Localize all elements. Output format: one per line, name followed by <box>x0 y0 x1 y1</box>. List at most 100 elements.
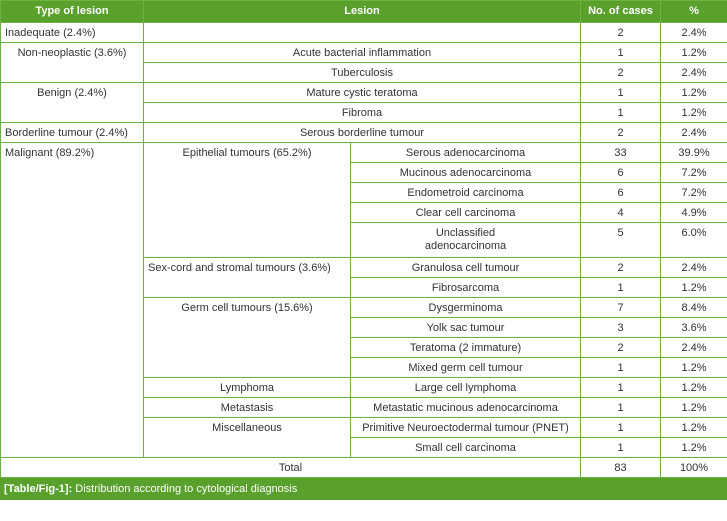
cell: 1 <box>580 357 662 378</box>
cell: 2 <box>580 62 662 83</box>
cell: 6 <box>580 162 662 183</box>
cell: 5 <box>580 222 662 258</box>
cell: 2 <box>580 337 662 358</box>
cell: 1 <box>580 397 662 418</box>
cell: 2.4% <box>660 62 727 83</box>
cell: 1.2% <box>660 417 727 438</box>
row: Clear cell carcinoma 4 4.9% <box>1 202 727 223</box>
header: Type of lesion <box>0 0 144 23</box>
cell: 1.2% <box>660 42 727 63</box>
cell: 2.4% <box>660 122 727 143</box>
row: Non-neoplastic (3.6%) Acute bacterial in… <box>0 42 727 83</box>
cell: Non-neoplastic (3.6%) <box>0 42 144 83</box>
cell: 7 <box>580 297 662 318</box>
row: Tuberculosis 2 2.4% <box>1 62 727 83</box>
cell: 2 <box>580 257 662 278</box>
cell: 4 <box>580 202 662 223</box>
cell: Inadequate (2.4%) <box>0 22 144 43</box>
cell: 83 <box>580 457 662 478</box>
row: Germ cell tumours (15.6%) Dysgerminoma 7 8… <box>1 297 727 378</box>
cell: 6.0% <box>660 222 727 258</box>
cell: Clear cell carcinoma <box>349 202 582 223</box>
cell: Serous borderline tumour <box>142 122 582 143</box>
cell: 2 <box>580 22 662 43</box>
cell: Mucinous adenocarcinoma <box>349 162 582 183</box>
row: Inadequate (2.4%) 2 2.4% <box>0 22 727 43</box>
cell: Endometroid carcinoma <box>349 182 582 203</box>
cell: Dysgerminoma <box>349 297 582 318</box>
cell: 7.2% <box>660 182 727 203</box>
cell: Benign (2.4%) <box>0 82 144 123</box>
row: Benign (2.4%) Mature cystic teratoma 1 1… <box>0 82 727 123</box>
cell: 1 <box>580 102 662 123</box>
cell: Acute bacterial inflammation <box>142 42 582 63</box>
cell: Primitive Neuroectodermal tumour (PNET) <box>349 417 582 438</box>
cell: Small cell carcinoma <box>349 437 582 458</box>
cell: 3.6% <box>660 317 727 338</box>
header: Lesion <box>142 0 582 23</box>
cell: 1 <box>580 42 662 63</box>
cell: 100% <box>660 457 727 478</box>
cell: 33 <box>580 142 662 163</box>
row: Lymphoma Large cell lymphoma 1 1.2% <box>1 377 727 398</box>
cell: Sex-cord and stromal tumours (3.6%) <box>143 257 351 298</box>
cell: 1.2% <box>660 102 727 123</box>
cell: Large cell lymphoma <box>349 377 582 398</box>
row: Teratoma (2 immature) 2 2.4% <box>1 337 727 358</box>
header: No. of cases <box>580 0 662 23</box>
row: Fibrosarcoma 1 1.2% <box>1 277 727 298</box>
header-row: Type of lesion Lesion No. of cases % <box>0 0 727 23</box>
cell: 1 <box>580 417 662 438</box>
cell: 3 <box>580 317 662 338</box>
diagnosis-table: Type of lesion Lesion No. of cases % Ina… <box>0 0 727 478</box>
cell: Total <box>0 457 582 478</box>
cell: Unclassified adenocarcinoma <box>349 222 582 258</box>
cell: Granulosa cell tumour <box>349 257 582 278</box>
cell: 1 <box>580 437 662 458</box>
row: Metastasis Metastatic mucinous adenocarci… <box>1 397 727 418</box>
cell: 1.2% <box>660 357 727 378</box>
caption-text: Distribution according to cytological di… <box>75 483 298 495</box>
cell: 2 <box>580 122 662 143</box>
row: Miscellaneous Primitive Neuroectodermal … <box>1 417 727 458</box>
cell: 1 <box>580 377 662 398</box>
cell: Borderline tumour (2.4%) <box>0 122 144 143</box>
cell: 1 <box>580 277 662 298</box>
caption-label: [Table/Fig-1]: <box>4 483 73 495</box>
cell: Teratoma (2 immature) <box>349 337 582 358</box>
row: Malignant (89.2%) Epithelial tumours (65… <box>0 142 727 458</box>
cell: Miscellaneous <box>143 417 351 458</box>
total-row: Total 83 100% <box>0 457 727 478</box>
cell: Fibrosarcoma <box>349 277 582 298</box>
row: Small cell carcinoma 1 1.2% <box>1 437 727 458</box>
cell: 39.9% <box>660 142 727 163</box>
caption: [Table/Fig-1]: Distribution according to… <box>0 478 727 500</box>
cell: Serous adenocarcinoma <box>349 142 582 163</box>
cell: Epithelial tumours (65.2%) <box>143 142 351 258</box>
cell: Malignant (89.2%) <box>0 142 144 458</box>
cell: Yolk sac tumour <box>349 317 582 338</box>
cell: 6 <box>580 182 662 203</box>
cell: Fibroma <box>142 102 582 123</box>
row: Borderline tumour (2.4%) Serous borderli… <box>0 122 727 143</box>
row: Sex-cord and stromal tumours (3.6%) Gran… <box>1 257 727 298</box>
cell <box>142 22 582 43</box>
row: Mixed germ cell tumour 1 1.2% <box>1 357 727 378</box>
cell: 2.4% <box>660 337 727 358</box>
cell: 1.2% <box>660 277 727 298</box>
cell: Mixed germ cell tumour <box>349 357 582 378</box>
cell: 1 <box>580 82 662 103</box>
cell: 1.2% <box>660 437 727 458</box>
cell: 1.2% <box>660 82 727 103</box>
cell: 7.2% <box>660 162 727 183</box>
header: % <box>660 0 727 23</box>
cell: Germ cell tumours (15.6%) <box>143 297 351 378</box>
cell: Tuberculosis <box>142 62 582 83</box>
cell: 1.2% <box>660 397 727 418</box>
cell: 2.4% <box>660 22 727 43</box>
cell: Metastasis <box>143 397 351 418</box>
cell: 4.9% <box>660 202 727 223</box>
cell: 2.4% <box>660 257 727 278</box>
cell: 1.2% <box>660 377 727 398</box>
